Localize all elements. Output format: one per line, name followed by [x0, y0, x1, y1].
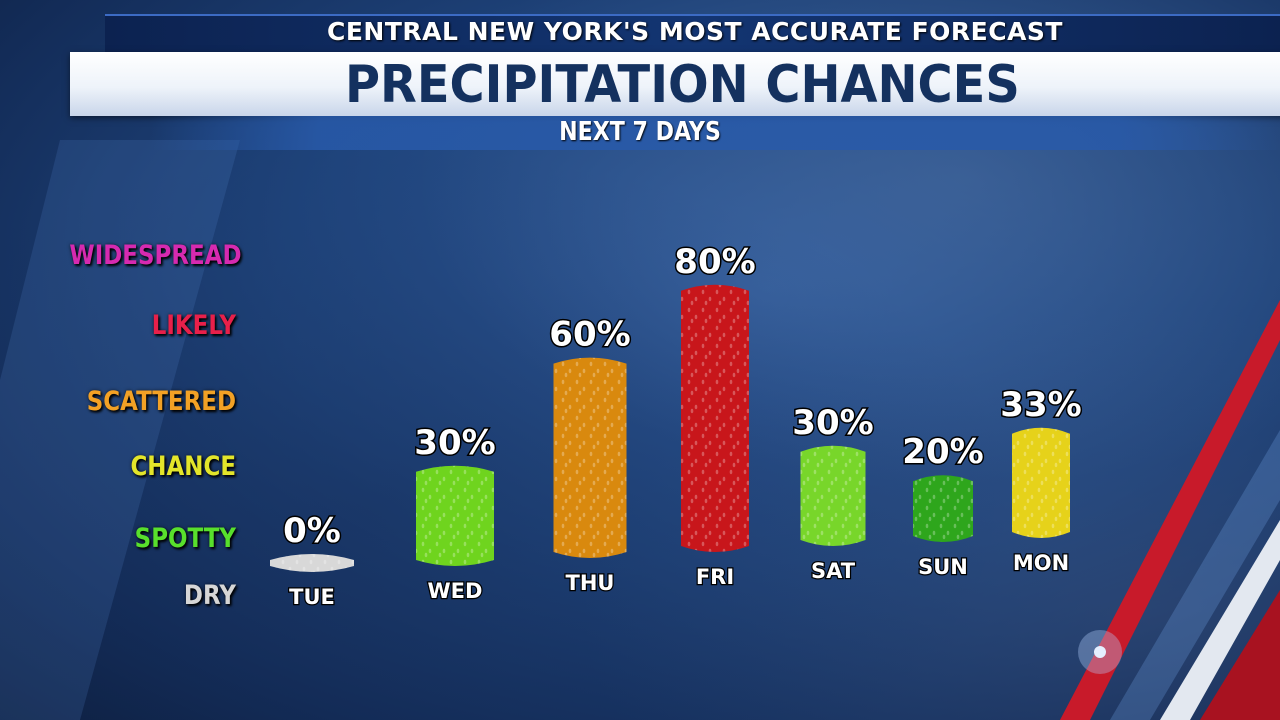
day-label-wed: WED	[428, 579, 483, 603]
banner-text: CENTRAL NEW YORK'S MOST ACCURATE FORECAS…	[326, 17, 1063, 46]
right-red-stripe	[1060, 300, 1280, 720]
page-title: PRECIPITATION CHANCES	[344, 55, 1020, 115]
bar-group-sun: 20% SUN	[901, 431, 985, 581]
value-label-tue: 0%	[283, 511, 341, 551]
subtitle-bar	[150, 116, 1280, 150]
value-label-wed: 30%	[414, 423, 495, 463]
right-white-stripe	[1160, 520, 1280, 720]
value-label-sat: 30%	[792, 403, 873, 443]
bar-texture-sun	[913, 475, 973, 542]
bar-group-sat: 30% SAT	[791, 401, 875, 584]
bar-texture-mon	[1012, 427, 1070, 538]
left-light-stripe	[0, 140, 240, 720]
bar-group-wed: 30% WED	[413, 421, 497, 604]
day-label-tue: TUE	[289, 585, 335, 609]
value-label-thu: 60%	[549, 315, 630, 355]
title-bar	[70, 52, 1280, 116]
bar-group-tue: 0% TUE	[270, 510, 354, 610]
right-dark-red-stripe	[1200, 590, 1280, 720]
day-label-sat: SAT	[811, 559, 856, 583]
day-label-thu: THU	[566, 571, 615, 595]
bar-texture-wed	[416, 465, 494, 566]
scale-label-scattered: SCATTERED	[86, 386, 236, 417]
bar-group-fri: 80% FRI	[673, 240, 757, 590]
right-blue-stripe	[1110, 430, 1280, 720]
bar-group-mon: 33% MON	[999, 383, 1083, 576]
bar-texture-thu	[553, 357, 627, 558]
bar-texture-sat	[800, 445, 866, 546]
value-label-fri: 80%	[674, 242, 755, 282]
bar-texture-tue	[270, 554, 354, 572]
lens-flare-glow	[1078, 630, 1122, 674]
value-label-mon: 33%	[1000, 385, 1081, 425]
day-label-sun: SUN	[918, 555, 968, 579]
scale-label-dry: DRY	[183, 580, 236, 611]
scale-label-spotty: SPOTTY	[134, 523, 236, 554]
page-subtitle: NEXT 7 DAYS	[559, 117, 721, 147]
lens-flare	[1094, 646, 1106, 658]
value-label-sun: 20%	[902, 432, 983, 472]
day-label-fri: FRI	[696, 565, 734, 589]
bar-group-thu: 60% THU	[548, 313, 632, 596]
day-label-mon: MON	[1013, 551, 1069, 575]
scale-label-likely: LIKELY	[151, 310, 236, 341]
scale-label-chance: CHANCE	[130, 451, 236, 482]
scale-label-widespread: WIDESPREAD	[69, 240, 242, 271]
bar-texture-fri	[681, 284, 749, 552]
